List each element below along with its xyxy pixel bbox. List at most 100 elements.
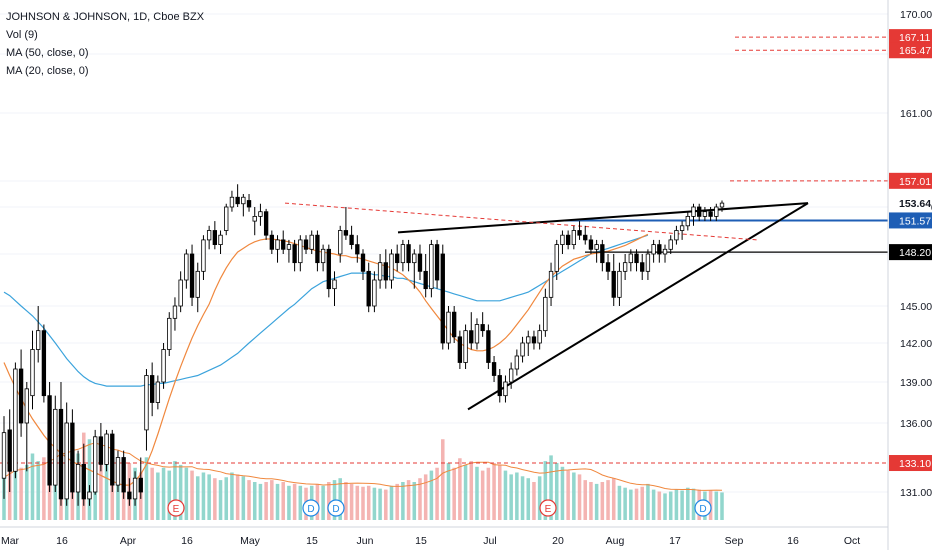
drawing-lines xyxy=(0,36,888,464)
event-marker-dividend xyxy=(302,499,320,517)
candle-body xyxy=(674,230,679,241)
volume-bar xyxy=(674,489,679,520)
candle-body xyxy=(138,477,143,493)
volume-bar xyxy=(623,487,627,520)
candle-body xyxy=(554,244,559,272)
candle-body xyxy=(377,262,383,281)
volume-bar xyxy=(287,485,291,520)
candle-body xyxy=(303,239,309,250)
price-label-text: 165.47 xyxy=(899,45,931,57)
volume-bar xyxy=(640,486,644,520)
candle-body xyxy=(691,206,696,217)
volume-bar xyxy=(144,457,149,520)
candle-body xyxy=(400,244,406,264)
candle-body xyxy=(452,311,457,338)
candle-body xyxy=(246,200,252,208)
volume-bar xyxy=(230,472,234,520)
candle-body xyxy=(708,211,713,217)
volume-bar xyxy=(520,476,525,520)
x-tick-label: Jul xyxy=(483,535,496,547)
volume-bar xyxy=(19,467,23,520)
volume-bar xyxy=(617,485,622,520)
volume-bar xyxy=(395,483,399,520)
event-marker-label: E xyxy=(173,504,180,515)
candle-body xyxy=(269,234,274,250)
candle-body xyxy=(617,270,622,298)
volume-bar xyxy=(184,467,189,520)
y-tick-label: 131.00 xyxy=(900,487,932,499)
volume-bar xyxy=(577,474,582,520)
candle-body xyxy=(292,244,297,264)
candle-body xyxy=(395,253,400,264)
price-label-text: 133.10 xyxy=(899,458,931,470)
volume-bar xyxy=(480,470,485,520)
volume-bar xyxy=(218,480,223,520)
candle-body xyxy=(201,239,206,272)
candle-body xyxy=(258,211,263,217)
candle-body xyxy=(338,230,343,255)
candle-body xyxy=(75,463,81,493)
volume-bar xyxy=(532,482,536,520)
event-marker-dividend xyxy=(327,499,345,517)
volume-bar xyxy=(686,487,690,520)
volume-bar xyxy=(423,474,428,520)
candle-body xyxy=(1,432,7,479)
candle-body xyxy=(212,230,218,245)
volume-bar xyxy=(446,463,451,520)
volume-bar xyxy=(42,457,46,520)
volume-bar xyxy=(378,488,382,520)
candle-body xyxy=(434,244,440,281)
candle-body xyxy=(565,234,571,245)
price-label-bg xyxy=(889,172,932,189)
volume-bar xyxy=(315,483,320,520)
x-tick-label: Jun xyxy=(357,535,374,547)
volume-bar xyxy=(344,482,348,520)
candle-body xyxy=(486,330,491,363)
candle-body xyxy=(577,230,582,236)
candle-body xyxy=(241,196,246,205)
volume-bar xyxy=(657,491,662,520)
volume-bar xyxy=(338,478,342,520)
volume-bar xyxy=(355,485,360,520)
candle-body xyxy=(548,270,554,298)
candle-body xyxy=(58,408,64,500)
volume-bar xyxy=(691,488,696,520)
candle-body xyxy=(583,234,588,241)
candle-body xyxy=(657,244,662,255)
trendline-lower xyxy=(467,202,809,411)
candle-body xyxy=(155,381,161,403)
candle-body xyxy=(167,317,172,350)
x-tick-label: 20 xyxy=(552,535,564,547)
volume-bar xyxy=(178,464,183,520)
candle-body xyxy=(537,330,542,344)
candle-body xyxy=(70,422,75,493)
volume-bar xyxy=(298,485,303,520)
volume-bar xyxy=(429,470,434,520)
candle-body xyxy=(229,196,235,208)
x-tick-label: Sep xyxy=(725,535,744,547)
candle-body xyxy=(115,457,121,486)
volume-bar xyxy=(412,482,417,520)
candle-body xyxy=(298,239,303,264)
candle-body xyxy=(719,202,725,208)
volume-bar xyxy=(583,480,588,520)
candle-body xyxy=(252,215,257,222)
volume-bar xyxy=(36,461,40,520)
candle-body xyxy=(47,395,52,486)
candle-body xyxy=(406,244,411,264)
candle-body xyxy=(622,262,628,272)
candle-body xyxy=(702,211,708,217)
candle-body xyxy=(127,491,132,500)
price-label-text: 151.57 xyxy=(899,215,931,227)
volume-bar xyxy=(161,467,166,520)
candle-body xyxy=(423,270,428,290)
candle-body xyxy=(417,253,423,272)
volume-bar xyxy=(30,453,35,520)
candle-body xyxy=(332,279,337,290)
volume-bar xyxy=(435,467,439,520)
y-tick-label: 145.00 xyxy=(900,301,932,313)
ma50-line xyxy=(3,234,649,387)
